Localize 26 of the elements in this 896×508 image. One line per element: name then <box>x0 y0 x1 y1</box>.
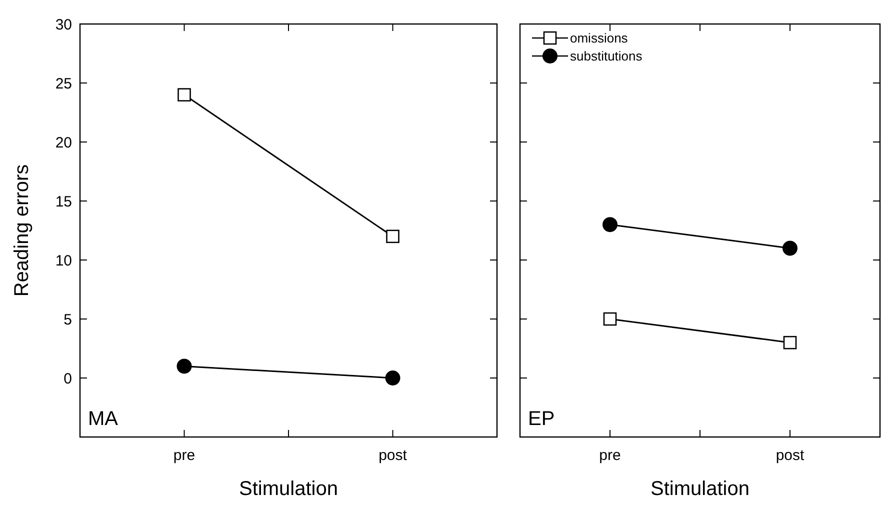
x-axis-title: Stimulation <box>650 478 750 500</box>
y-tick-label: 15 <box>55 193 72 210</box>
x-tick-label: pre <box>173 447 196 464</box>
annotation: MA <box>88 408 119 430</box>
point <box>603 312 617 326</box>
x-tick-label: post <box>378 447 408 464</box>
legend-label: substitutions <box>570 48 643 64</box>
point <box>176 358 192 374</box>
y-tick-label: 25 <box>55 75 72 92</box>
y-tick-label: 30 <box>55 16 72 34</box>
y-tick-label: 5 <box>64 311 72 328</box>
x-tick-label: post <box>776 447 806 464</box>
point <box>782 240 798 256</box>
y-tick-label: 10 <box>55 252 72 270</box>
point <box>783 336 797 350</box>
point <box>385 370 400 386</box>
legend-label: omissions <box>570 30 628 46</box>
x-axis-title: Stimulation <box>239 478 338 500</box>
x-tick-label: pre <box>599 447 621 464</box>
point <box>178 88 191 102</box>
point <box>602 217 618 232</box>
y-tick-label: 0 <box>64 370 72 388</box>
y-tick-label: 20 <box>55 134 72 152</box>
y-axis-title: Reading errors <box>11 164 33 297</box>
point <box>386 230 400 244</box>
annotation: EP <box>528 408 555 430</box>
